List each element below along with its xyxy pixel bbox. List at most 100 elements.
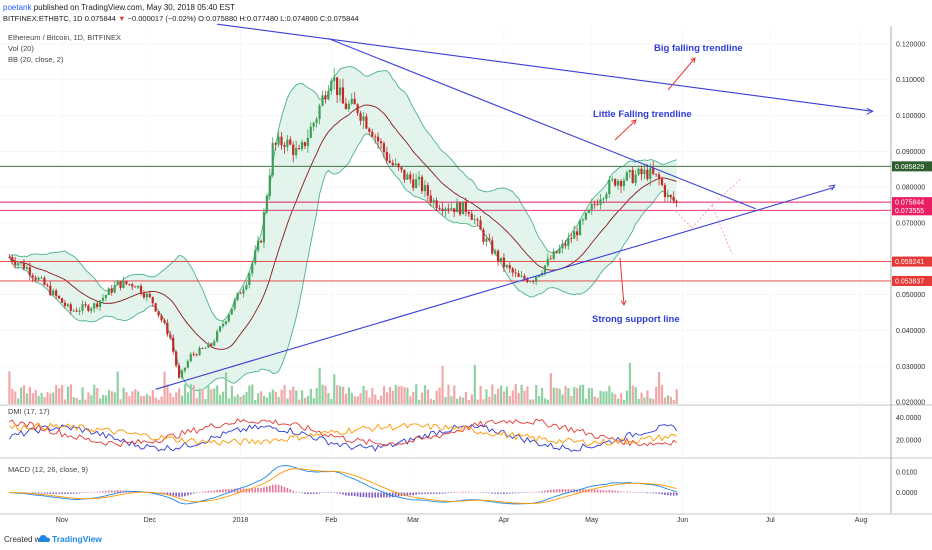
macd-histogram-bar [271, 484, 274, 493]
candle-body [549, 258, 552, 260]
candle-body [60, 298, 64, 303]
volume-bar [584, 398, 588, 404]
macd-histogram-bar [184, 492, 186, 497]
candle-body [426, 185, 429, 196]
volume-bar [359, 393, 362, 404]
candle-body [470, 213, 473, 220]
candle-body [239, 292, 242, 294]
macd-histogram-bar [561, 489, 564, 493]
macd-histogram-bar [69, 492, 72, 494]
macd-histogram-bar [350, 492, 353, 496]
macd-histogram-bar [64, 492, 66, 494]
candle-body [625, 172, 628, 181]
volume-bar [441, 365, 444, 404]
macd-histogram-bar [429, 492, 432, 494]
candle-body [619, 180, 623, 187]
price-tag-3 [892, 256, 932, 267]
price-tag-label-3: 0.059241 [895, 259, 924, 266]
published-text: published on TradingView.com, May 30, 20… [33, 3, 236, 12]
macd-histogram-bar [321, 492, 324, 493]
candle-body [529, 281, 532, 283]
macd-histogram-bar [397, 492, 400, 497]
volume-bar [590, 388, 593, 404]
price-chart[interactable]: 0.120000 0.110000 0.100000 0.090000 0.080000… [0, 0, 932, 530]
candle-body [295, 148, 298, 156]
volume-bar [283, 384, 286, 404]
x-tick-label: Nov [56, 517, 69, 524]
volume-bar [391, 390, 394, 404]
volume-bar [482, 399, 485, 404]
macd-histogram-bar [593, 489, 596, 493]
candle-body [616, 180, 620, 186]
macd-histogram-bar [500, 492, 502, 494]
macd-histogram-bar [195, 492, 198, 493]
candle-body [233, 299, 236, 309]
candle-body [584, 212, 587, 220]
price-axis: 0.120000 0.110000 0.100000 0.090000 0.080000… [892, 41, 932, 497]
volume-bar [300, 390, 304, 404]
candle-body [46, 284, 49, 286]
candle-body [245, 284, 248, 290]
candle-body [218, 326, 222, 332]
candle-body [289, 139, 292, 145]
volume-bar [511, 390, 514, 404]
candle-body [251, 263, 254, 274]
volume-bar [52, 392, 55, 404]
volume-bar [251, 384, 254, 404]
volume-bar [274, 391, 277, 404]
macd-histogram-bar [105, 490, 107, 493]
candle-body [186, 361, 189, 368]
macd-histogram-bar [257, 487, 259, 493]
candle-body [204, 347, 207, 349]
volume-bar [113, 392, 116, 404]
x-tick-label: Jul [766, 517, 775, 524]
candle-body [432, 200, 435, 203]
macd-histogram-bar [61, 492, 63, 494]
macd-histogram-bar [403, 492, 406, 497]
macd-histogram-bar [254, 488, 256, 493]
candle-body [491, 240, 494, 254]
macd-histogram-bar [289, 489, 292, 493]
candle-body [412, 179, 415, 188]
volume-bar [22, 385, 26, 404]
macd-histogram-bar [298, 492, 300, 493]
macd-histogram-bar [564, 489, 567, 493]
candle-body [145, 293, 148, 298]
candle-body [590, 204, 593, 210]
volume-bar [461, 397, 465, 404]
macd-histogram-bar [113, 490, 116, 493]
macd-histogram-bar [301, 492, 303, 494]
volume-bar [145, 394, 149, 404]
volume-bar [178, 388, 181, 404]
candle-body [453, 208, 456, 213]
candle-body [535, 276, 538, 282]
volume-bar [502, 391, 506, 404]
candle-body [344, 103, 347, 110]
volume-bar [312, 398, 315, 404]
volume-bar [599, 390, 602, 404]
volume-bar [137, 391, 140, 404]
volume-bar [69, 384, 72, 404]
volume-bar [485, 389, 488, 404]
volume-bar [529, 399, 532, 404]
candle-body [388, 160, 391, 163]
candle-body [98, 300, 102, 307]
candle-body [447, 208, 450, 210]
author-link[interactable]: poetank [3, 3, 32, 12]
arrow-to-big-trendline [667, 57, 696, 91]
volume-bar [356, 396, 359, 404]
macd-histogram-bar [652, 492, 655, 494]
volume-bar [520, 384, 523, 404]
tradingview-brand[interactable]: TradingView [52, 534, 102, 544]
candle-body [666, 195, 669, 198]
candle-body [107, 288, 110, 295]
candle-body [461, 201, 465, 215]
macd-histogram-bar [672, 492, 675, 496]
macd-histogram-bar [46, 492, 49, 494]
macd-histogram-bar [295, 491, 297, 493]
macd-histogram-bar [359, 492, 362, 497]
macd-histogram-bar [447, 492, 450, 494]
candle-body [479, 220, 482, 230]
macd-tick-label: 0.0100 [896, 470, 918, 477]
volume-bar [40, 392, 43, 404]
